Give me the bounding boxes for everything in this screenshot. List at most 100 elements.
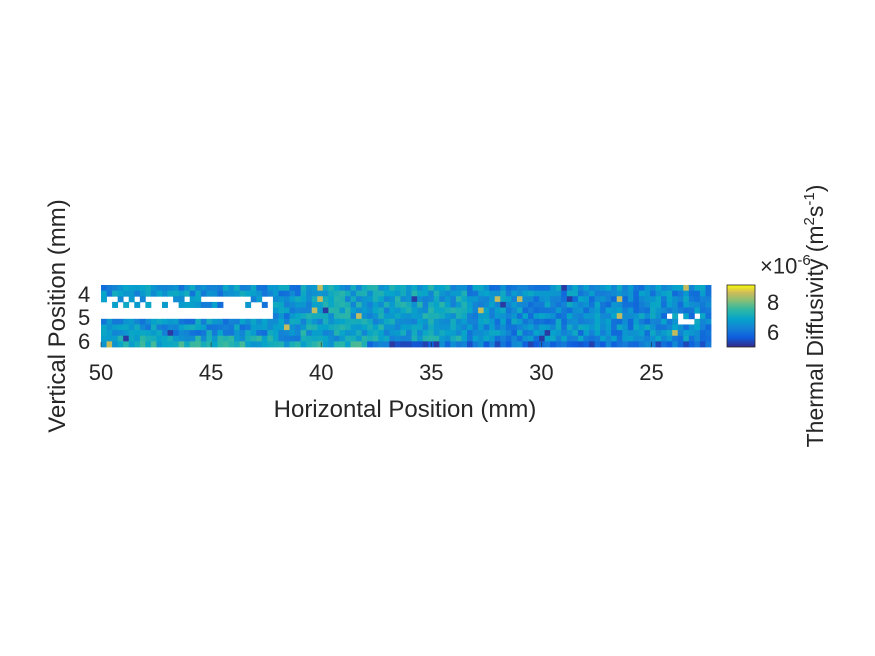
heatmap-cell <box>516 296 523 303</box>
heatmap-cell <box>245 285 252 292</box>
heatmap-cell <box>539 330 546 337</box>
heatmap-cell <box>444 341 451 348</box>
heatmap-cell <box>300 285 307 292</box>
heatmap-cell <box>345 301 351 308</box>
heatmap-cell <box>178 296 185 303</box>
heatmap-cell <box>234 335 241 342</box>
heatmap-cell <box>317 290 324 297</box>
heatmap-cell <box>433 341 440 348</box>
heatmap-cell <box>411 296 418 303</box>
heatmap-cell <box>705 285 712 292</box>
heatmap-cell <box>134 290 141 297</box>
heatmap-cell <box>284 335 290 342</box>
heatmap-cell <box>705 313 712 320</box>
heatmap-cell <box>173 324 180 331</box>
heatmap-cell <box>217 318 224 325</box>
heatmap-cell <box>400 285 407 292</box>
heatmap-cell <box>322 296 329 303</box>
heatmap-cell <box>577 290 584 297</box>
heatmap-cell <box>406 318 412 325</box>
heatmap-cell <box>677 301 684 308</box>
heatmap-cell <box>400 318 407 325</box>
heatmap-cell <box>145 330 152 337</box>
heatmap-cell <box>195 318 202 325</box>
heatmap-cell <box>489 330 496 337</box>
heatmap-cell <box>333 318 340 325</box>
heatmap-cell <box>422 330 429 337</box>
heatmap-cell <box>494 324 501 331</box>
heatmap-cell <box>345 341 351 348</box>
heatmap-cell <box>433 313 440 320</box>
heatmap-cell <box>461 307 468 314</box>
heatmap-cell <box>184 301 191 308</box>
heatmap-cell <box>533 296 540 303</box>
heatmap-cell <box>372 341 379 348</box>
heatmap-cell <box>472 285 479 292</box>
heatmap-cell <box>322 318 329 325</box>
heatmap-cell <box>411 313 418 320</box>
heatmap-cell <box>428 324 435 331</box>
heatmap-cell <box>539 307 546 314</box>
heatmap-cell <box>566 307 573 314</box>
heatmap-cell <box>550 290 557 297</box>
heatmap-cell <box>417 318 424 325</box>
heatmap-cell <box>278 330 285 337</box>
heatmap-cell <box>511 341 518 348</box>
heatmap-cell <box>683 335 690 342</box>
heatmap-cell <box>101 335 107 342</box>
heatmap-cell <box>539 341 546 348</box>
heatmap-cell <box>200 301 207 308</box>
heatmap-cell <box>627 285 634 292</box>
heatmap-cell <box>600 313 607 320</box>
heatmap-cell <box>455 324 462 331</box>
heatmap-cell <box>417 301 424 308</box>
heatmap-cell <box>516 324 523 331</box>
heatmap-cell <box>383 290 390 297</box>
heatmap-cell <box>444 301 451 308</box>
heatmap-cell <box>278 341 285 348</box>
heatmap-cell <box>433 285 440 292</box>
heatmap-cell <box>112 301 119 308</box>
heatmap-cell <box>428 301 435 308</box>
heatmap-cell <box>605 335 612 342</box>
heatmap-cell <box>705 324 712 331</box>
heatmap-cell <box>683 290 690 297</box>
heatmap-cell <box>594 318 601 325</box>
heatmap-cell <box>184 330 191 337</box>
heatmap-cell <box>350 335 357 342</box>
heatmap-cell <box>550 313 557 320</box>
heatmap-cell <box>655 307 662 314</box>
heatmap-cell <box>494 341 501 348</box>
heatmap-cell <box>550 285 557 292</box>
heatmap-cell <box>311 335 318 342</box>
heatmap-cell <box>317 301 324 308</box>
heatmap-cell <box>433 290 440 297</box>
heatmap-cell <box>101 341 107 348</box>
heatmap-cell <box>317 335 324 342</box>
heatmap-cell <box>500 313 507 320</box>
heatmap-cell <box>250 290 257 297</box>
heatmap-cell <box>289 296 296 303</box>
heatmap-cell <box>611 318 618 325</box>
heatmap-cell <box>699 318 706 325</box>
heatmap-cell <box>627 307 634 314</box>
heatmap-cell <box>150 330 157 337</box>
heatmap-cell <box>256 335 263 342</box>
heatmap-cell <box>533 335 540 342</box>
heatmap-cell <box>162 301 168 308</box>
heatmap-cell <box>217 290 224 297</box>
heatmap-cell <box>383 307 390 314</box>
heatmap-cell <box>622 313 629 320</box>
heatmap-cell <box>306 296 313 303</box>
heatmap-cell <box>605 296 612 303</box>
heatmap-cell <box>566 285 573 292</box>
heatmap-cell <box>600 330 607 337</box>
heatmap-cell <box>478 341 485 348</box>
heatmap-cell <box>411 318 418 325</box>
heatmap-cell <box>633 335 640 342</box>
heatmap-cell <box>333 301 340 308</box>
heatmap-cell <box>422 313 429 320</box>
heatmap-cell <box>494 285 501 292</box>
heatmap-cell <box>206 324 213 331</box>
heatmap-cell <box>494 318 501 325</box>
